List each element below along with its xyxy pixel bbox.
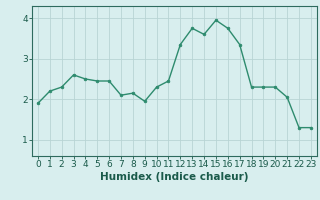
X-axis label: Humidex (Indice chaleur): Humidex (Indice chaleur) [100,172,249,182]
